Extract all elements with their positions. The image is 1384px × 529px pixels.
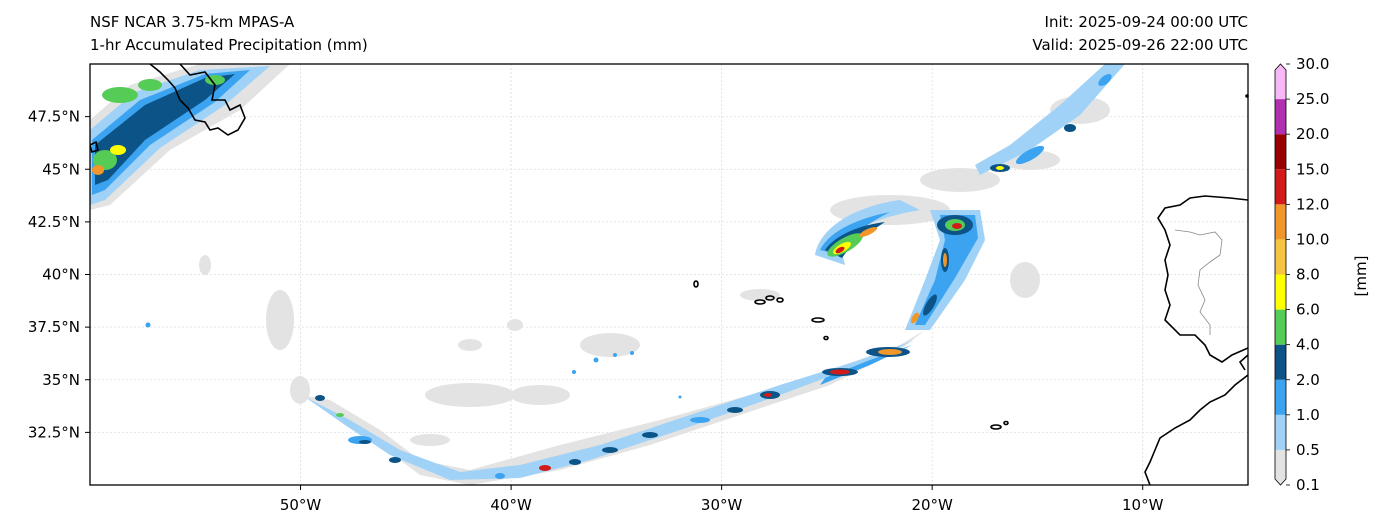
island-santa-maria (823, 335, 829, 341)
coast-canada-corner (90, 140, 99, 154)
coast-iberia (1157, 195, 1248, 363)
colorbar-swatch (1275, 379, 1286, 415)
colorbar-tick-label: 25.0 (1296, 90, 1329, 108)
island-porto-santo (1003, 420, 1009, 426)
colorbar-swatch (1275, 134, 1286, 170)
colorbar-tick-label: 6.0 (1296, 301, 1320, 319)
colorbar: 0.1 0.5 1.0 2.0 4.0 6.0 8.0 10.0 12.0 15.0 20.0 25.… (1274, 55, 1329, 494)
colorbar-swatch (1275, 64, 1286, 100)
colorbar-swatch (1275, 309, 1286, 345)
island-sao-miguel (811, 317, 825, 323)
colorbar-tick-label: 8.0 (1296, 266, 1320, 284)
colorbar-tick-label: 10.0 (1296, 230, 1329, 248)
colorbar-swatch (1275, 99, 1286, 135)
lon-tick-label: 20°W (911, 496, 953, 514)
lat-tick-label: 47.5°N (28, 108, 80, 126)
colorbar-swatch (1275, 274, 1286, 310)
colorbar-tick-label: 30.0 (1296, 55, 1329, 73)
colorbar-swatch (1275, 449, 1286, 485)
colorbar-tick-label: 12.0 (1296, 195, 1329, 213)
colorbar-outline (1274, 63, 1287, 486)
island-sao-jorge (765, 295, 775, 301)
precip-cyclone (815, 200, 985, 330)
lat-tick-label: 42.5°N (28, 213, 80, 231)
colorbar-tick-label: 4.0 (1296, 336, 1320, 354)
lat-tick-label: 40°N (42, 266, 80, 284)
colorbar-swatch (1275, 344, 1286, 380)
lat-tick-label: 37.5°N (28, 318, 80, 336)
model-title: NSF NCAR 3.75-km MPAS-A (90, 13, 295, 31)
colorbar-tick-label: 20.0 (1296, 125, 1329, 143)
lon-tick-label: 10°W (1122, 496, 1164, 514)
coast-morocco-spain-strait (1238, 354, 1248, 371)
lon-tick-label: 30°W (701, 496, 743, 514)
precip-specks (145, 322, 682, 399)
colorbar-tick-label: 0.1 (1296, 476, 1320, 494)
lat-tick-label: 45°N (42, 160, 80, 178)
colorbar-swatch (1275, 169, 1286, 205)
colorbar-label: [mm] (1352, 256, 1370, 297)
island-flores (693, 280, 699, 288)
coast-newfoundland (149, 64, 246, 136)
axis-ticks: 47.5°N 45°N 42.5°N 40°N 37.5°N 35°N 32.5°N 50°W… (28, 108, 1164, 514)
coast-africa (1144, 374, 1248, 485)
island-faial (754, 299, 766, 305)
lon-tick-label: 40°W (490, 496, 532, 514)
island-madeira (990, 424, 1002, 430)
colorbar-tick-label: 0.5 (1296, 441, 1320, 459)
colorbar-tick-label: 2.0 (1296, 371, 1320, 389)
lon-tick-label: 50°W (280, 496, 322, 514)
coastlines (90, 64, 1248, 485)
island-terceira (776, 297, 784, 303)
init-time: Init: 2025-09-24 00:00 UTC (1044, 13, 1248, 31)
border-portugal-spain (1174, 229, 1223, 335)
lat-tick-label: 32.5°N (28, 423, 80, 441)
precip-northeast-band (975, 64, 1125, 175)
colorbar-tick-label: 15.0 (1296, 160, 1329, 178)
colorbar-swatch (1275, 414, 1286, 450)
valid-time: Valid: 2025-09-26 22:00 UTC (1032, 36, 1248, 54)
precip-frontal-band (300, 330, 925, 485)
colorbar-tick-label: 1.0 (1296, 406, 1320, 424)
colorbar-swatch (1275, 204, 1286, 240)
lat-tick-label: 35°N (42, 371, 80, 389)
colorbar-swatch (1275, 239, 1286, 275)
field-title: 1-hr Accumulated Precipitation (mm) (90, 36, 368, 54)
